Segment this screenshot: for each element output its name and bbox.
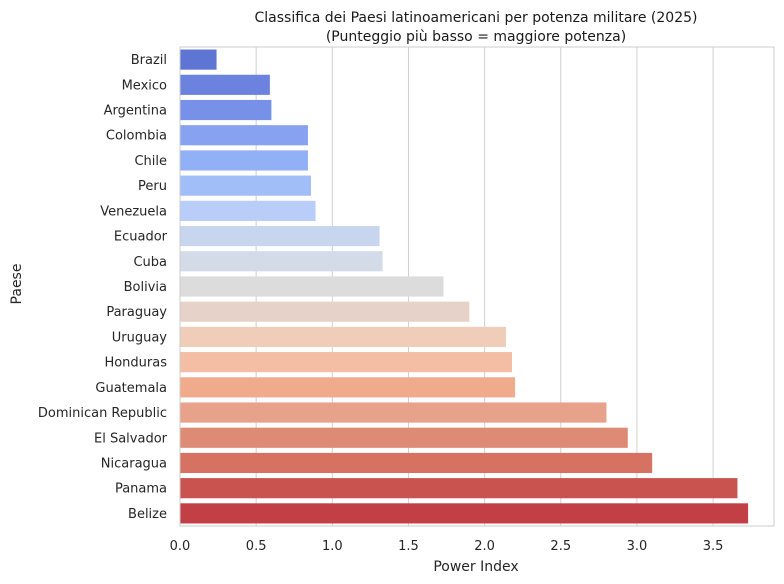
bar	[180, 326, 506, 348]
bar	[180, 352, 513, 373]
y-tick-label: Belize	[128, 507, 167, 522]
y-tick-label: Uruguay	[112, 330, 168, 345]
x-axis-label: Power Index	[433, 559, 518, 575]
bar	[180, 276, 444, 297]
y-tick-label: El Salvador	[94, 431, 168, 446]
y-tick-label: Chile	[134, 154, 167, 169]
y-tick-label: Mexico	[122, 78, 167, 93]
chart-title: Classifica dei Paesi latinoamericani per…	[255, 10, 698, 26]
x-tick-label: 1.0	[322, 539, 343, 554]
y-tick-labels: Brazil Mexico Argentina Colombia Chile Peru Ve…	[38, 53, 168, 522]
y-tick-label: Venezuela	[100, 204, 167, 219]
x-tick-label: 3.5	[703, 539, 724, 554]
bar	[180, 251, 383, 272]
bar	[180, 452, 653, 474]
bar	[180, 377, 516, 398]
x-tick-label: 0.0	[170, 539, 191, 554]
y-tick-label: Peru	[138, 179, 167, 194]
y-tick-label: Argentina	[104, 104, 167, 119]
bar	[180, 74, 270, 95]
bar	[180, 427, 628, 448]
x-tick-label: 1.5	[398, 539, 419, 554]
bar	[180, 49, 217, 70]
y-tick-label: Bolivia	[124, 280, 167, 295]
bar	[180, 150, 308, 171]
y-tick-label: Nicaragua	[101, 456, 167, 471]
y-tick-label: Ecuador	[114, 230, 168, 245]
x-tick-labels: 0.0 0.5 1.0 1.5 2.0 2.5 3.0 3.5	[170, 539, 724, 554]
x-tick-label: 3.0	[627, 539, 648, 554]
chart-subtitle: (Punteggio più basso = maggiore potenza)	[326, 29, 626, 45]
y-tick-label: Honduras	[104, 356, 167, 371]
bar	[180, 225, 380, 247]
x-tick-label: 2.0	[474, 539, 495, 554]
bar	[180, 175, 311, 196]
y-tick-label: Colombia	[106, 129, 167, 144]
bar	[180, 402, 607, 423]
bar	[180, 125, 308, 146]
y-tick-label: Brazil	[131, 53, 167, 68]
y-tick-label: Cuba	[133, 255, 167, 270]
bar	[180, 503, 749, 524]
y-tick-label: Guatemala	[95, 381, 167, 396]
y-axis-label: Paese	[9, 264, 25, 305]
bar	[180, 99, 272, 121]
bar	[180, 478, 738, 499]
y-tick-label: Paraguay	[106, 305, 167, 320]
plot-frame	[179, 46, 775, 527]
bar	[180, 200, 316, 221]
x-tick-label: 2.5	[550, 539, 571, 554]
x-tick-label: 0.5	[246, 539, 267, 554]
y-tick-label: Panama	[115, 482, 167, 497]
bar	[180, 301, 470, 322]
bars	[180, 49, 749, 524]
y-tick-label: Dominican Republic	[38, 406, 167, 421]
